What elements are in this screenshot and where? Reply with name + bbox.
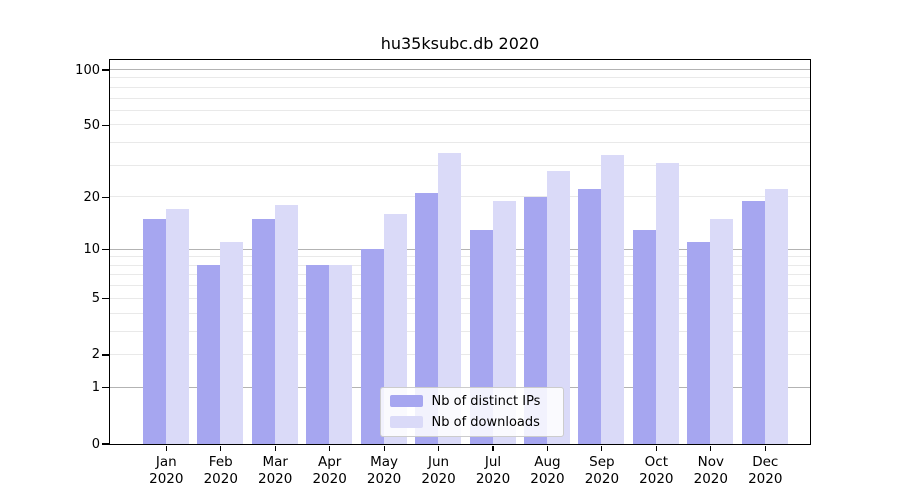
gridline-minor-70 (109, 97, 810, 99)
x-label-jul: Jul 2020 (475, 453, 511, 487)
legend-swatch-distinct-ips (389, 394, 423, 408)
x-label-aug: Aug 2020 (530, 453, 565, 487)
bar-nb-of-distinct-ips-sep (578, 189, 602, 444)
bar-nb-of-downloads-feb (220, 242, 244, 444)
x-tick-may (383, 445, 385, 451)
bar-nb-of-distinct-ips-oct (632, 229, 656, 444)
x-label-feb: Feb 2020 (203, 453, 238, 487)
bar-nb-of-downloads-mar (274, 204, 298, 444)
y-tick-0 (102, 443, 109, 445)
bar-nb-of-distinct-ips-feb (197, 265, 221, 444)
y-label-0: 0 (91, 436, 100, 452)
y-tick-50 (102, 124, 109, 126)
bar-nb-of-downloads-nov (710, 218, 734, 444)
y-label-10: 10 (83, 242, 100, 258)
y-label-50: 50 (83, 117, 100, 133)
y-label-1: 1 (91, 380, 100, 396)
bar-nb-of-distinct-ips-apr (306, 265, 330, 444)
legend-item-downloads: Nb of downloads (389, 414, 554, 431)
bar-nb-of-downloads-jan (165, 209, 189, 444)
bar-nb-of-distinct-ips-nov (687, 242, 711, 444)
gridline-minor-80 (109, 86, 810, 88)
legend-swatch-downloads (389, 415, 423, 429)
gridline-minor-90 (109, 77, 810, 79)
x-tick-aug (546, 445, 549, 451)
x-tick-feb (220, 445, 222, 451)
x-label-nov: Nov 2020 (693, 453, 728, 487)
x-label-mar: Mar 2020 (258, 453, 293, 487)
chart-title: hu35ksubc.db 2020 (380, 34, 540, 53)
x-label-jun: Jun 2020 (421, 453, 456, 487)
bar-nb-of-downloads-apr (329, 265, 353, 444)
bar-nb-of-downloads-sep (601, 155, 625, 444)
legend-label-distinct-ips: Nb of distinct IPs (431, 393, 541, 409)
legend-label-downloads: Nb of downloads (431, 414, 540, 430)
bar-nb-of-distinct-ips-aug (523, 196, 547, 444)
bar-nb-of-distinct-ips-mar (251, 218, 275, 444)
x-label-jan: Jan 2020 (149, 453, 184, 487)
legend-item-distinct-ips: Nb of distinct IPs (389, 393, 554, 410)
x-tick-dec (764, 445, 766, 451)
plot-area: Nb of distinct IPs Nb of downloads (108, 58, 811, 445)
x-label-sep: Sep 2020 (584, 453, 620, 487)
x-label-dec: Dec 2020 (748, 453, 783, 487)
bar-nb-of-downloads-oct (655, 162, 679, 444)
gridline-minor-40 (109, 142, 810, 144)
bar-nb-of-downloads-dec (764, 189, 788, 444)
gridline-major-100 (109, 69, 810, 70)
bar-nb-of-downloads-aug (546, 170, 570, 444)
y-label-2: 2 (91, 347, 100, 363)
x-tick-jul (492, 445, 494, 451)
x-label-apr: Apr 2020 (312, 453, 347, 487)
bar-nb-of-downloads-jun (438, 153, 462, 444)
y-tick-5 (102, 298, 109, 300)
bar-nb-of-distinct-ips-dec (741, 200, 765, 444)
bar-nb-of-distinct-ips-jun (415, 193, 439, 444)
x-tick-sep (601, 445, 603, 451)
x-tick-nov (710, 445, 712, 451)
y-tick-20 (102, 196, 109, 198)
bar-nb-of-distinct-ips-jan (142, 218, 166, 444)
x-tick-jan (165, 445, 167, 451)
gridline-minor-50 (109, 124, 810, 126)
bar-nb-of-downloads-may (383, 213, 407, 444)
y-axis: 0 1 2 5 10 20 50 100 (0, 60, 110, 452)
y-tick-2 (102, 354, 109, 356)
y-label-20: 20 (83, 189, 100, 205)
x-label-may: May 2020 (366, 453, 402, 487)
y-tick-10 (102, 249, 109, 251)
x-axis: Jan 2020 Feb 2020 Mar 2020 Apr 2020 May 2020 Jun 20… (110, 445, 810, 496)
x-tick-apr (329, 445, 331, 451)
y-label-5: 5 (91, 291, 100, 307)
x-tick-oct (655, 445, 657, 451)
y-label-100: 100 (75, 62, 100, 78)
bar-nb-of-distinct-ips-may (360, 249, 384, 444)
x-tick-mar (274, 445, 276, 451)
gridline-minor-60 (109, 109, 810, 111)
y-tick-100 (102, 69, 109, 71)
x-tick-jun (437, 445, 440, 451)
legend: Nb of distinct IPs Nb of downloads (379, 386, 564, 437)
y-tick-1 (102, 387, 109, 389)
bar-nb-of-downloads-jul (492, 200, 516, 444)
x-label-oct: Oct 2020 (639, 453, 674, 487)
